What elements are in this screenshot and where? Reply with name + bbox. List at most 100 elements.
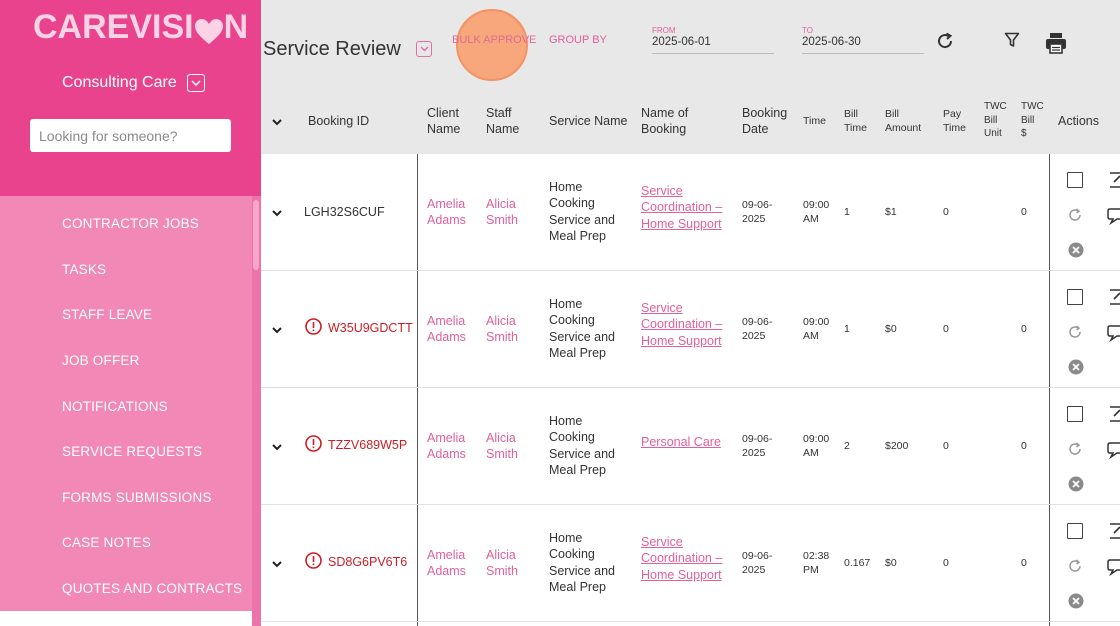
from-date-value[interactable]: 2025-06-01 [652, 36, 711, 48]
text-line: Coordination – [641, 200, 723, 215]
booking-name-link[interactable]: Service Coordination – Home Support [641, 534, 722, 583]
column-divider [417, 154, 418, 626]
column-header-name-of-booking[interactable]: Name of Booking [641, 105, 688, 137]
header-line: Booking [641, 122, 687, 136]
name-line: Alicia [486, 314, 516, 328]
staff-name[interactable]: Alicia Smith [486, 547, 518, 580]
sidebar-item-quotes-and-contracts[interactable]: QUOTES AND CONTRACTS [0, 566, 252, 612]
client-name[interactable]: Amelia Adams [427, 196, 466, 229]
chevron-down-icon[interactable] [271, 115, 283, 127]
edit-icon[interactable] [1109, 522, 1120, 540]
header-line: $ [1021, 128, 1027, 139]
column-header-booking-date[interactable]: Booking Date [742, 105, 787, 137]
column-header-pay-time[interactable]: Pay Time [943, 107, 966, 135]
booking-name-link[interactable]: Personal Care [641, 434, 721, 450]
organization-select[interactable]: Consulting Care [62, 74, 205, 92]
column-header-bill-amount[interactable]: Bill Amount [885, 107, 921, 135]
refresh-icon[interactable] [1068, 559, 1082, 573]
reject-icon[interactable] [1068, 242, 1084, 258]
chevron-down-icon[interactable] [271, 557, 283, 569]
sidebar-scrollbar-thumb[interactable] [253, 200, 259, 270]
select-checkbox[interactable] [1067, 406, 1083, 422]
comment-icon[interactable] [1107, 324, 1120, 342]
sidebar-item-job-offer[interactable]: JOB OFFER [0, 338, 252, 384]
chevron-down-icon[interactable] [186, 74, 205, 92]
pay-time: 0 [943, 206, 949, 218]
sidebar-item-case-notes[interactable]: CASE NOTES [0, 520, 252, 566]
sidebar-item-label: QUOTES AND CONTRACTS [62, 581, 243, 597]
sidebar-item-tasks[interactable]: TASKS [0, 247, 252, 293]
refresh-icon[interactable] [1068, 208, 1082, 222]
select-checkbox[interactable] [1067, 289, 1083, 305]
staff-name[interactable]: Alicia Smith [486, 196, 518, 229]
header-line: Staff [486, 106, 512, 120]
column-header-service-name[interactable]: Service Name [549, 114, 628, 128]
table-row[interactable]: SD8G6PV6T6 Amelia Adams Alicia Smith Home C… [261, 505, 1120, 622]
table-row[interactable]: LGH32S6CUF Amelia Adams Alicia Smith Home C… [261, 154, 1120, 271]
select-checkbox[interactable] [1067, 523, 1083, 539]
column-header-twc-bill[interactable]: TWC Bill $ [1021, 100, 1044, 141]
sidebar-item-label: CONTRACTOR JOBS [62, 216, 200, 232]
refresh-icon[interactable] [1068, 442, 1082, 456]
sidebar-active-item[interactable] [0, 611, 252, 626]
booking-name-link[interactable]: Service Coordination – Home Support [641, 183, 722, 232]
reject-icon[interactable] [1068, 593, 1084, 609]
sidebar-item-service-requests[interactable]: SERVICE REQUESTS [0, 429, 252, 475]
sidebar-item-forms-submissions[interactable]: FORMS SUBMISSIONS [0, 475, 252, 521]
client-name[interactable]: Amelia Adams [427, 430, 466, 463]
sidebar-item-notifications[interactable]: NOTIFICATIONS [0, 383, 252, 429]
table-row[interactable]: W35U9GDCTT Amelia Adams Alicia Smith Home C… [261, 271, 1120, 388]
column-header-client-name[interactable]: Client Name [427, 105, 460, 137]
staff-name[interactable]: Alicia Smith [486, 430, 518, 463]
group-by-button[interactable]: GROUP BY [549, 34, 607, 46]
to-date-field[interactable]: TO 2025-06-30 [802, 26, 924, 54]
edit-icon[interactable] [1109, 405, 1120, 423]
comment-icon[interactable] [1107, 441, 1120, 459]
edit-icon[interactable] [1109, 288, 1120, 306]
client-name[interactable]: Amelia Adams [427, 313, 466, 346]
search-input[interactable] [30, 119, 231, 152]
checkbox-box [1067, 523, 1083, 539]
from-date-field[interactable]: FROM 2025-06-01 [652, 26, 774, 54]
bulk-approve-button[interactable]: BULK APPROVE [452, 34, 537, 46]
header-line: TWC [984, 101, 1007, 112]
column-header-time[interactable]: Time [803, 115, 826, 127]
booking-id[interactable]: W35U9GDCTT [328, 321, 413, 335]
table-row[interactable]: TZZV689W5P Amelia Adams Alicia Smith Home C… [261, 388, 1120, 505]
sidebar-scrollbar-track[interactable] [252, 196, 261, 626]
reject-icon[interactable] [1068, 359, 1084, 375]
header-line: Bill [984, 114, 998, 126]
comment-icon[interactable] [1107, 558, 1120, 576]
column-header-twc-bill-unit[interactable]: TWC Bill Unit [984, 100, 1007, 141]
click-highlight [456, 9, 528, 81]
sidebar-item-contractor-jobs[interactable]: CONTRACTOR JOBS [0, 201, 252, 247]
booking-name-link[interactable]: Service Coordination – Home Support [641, 300, 722, 349]
booking-id[interactable]: TZZV689W5P [328, 438, 408, 452]
app-logo[interactable]: CAREVISI N [33, 8, 248, 47]
chevron-down-icon[interactable] [271, 440, 283, 452]
service-name: Home Cooking Service and Meal Prep [549, 179, 615, 244]
to-date-value[interactable]: 2025-06-30 [802, 36, 861, 48]
printer-icon[interactable] [1044, 31, 1068, 55]
staff-name[interactable]: Alicia Smith [486, 313, 518, 346]
edit-icon[interactable] [1109, 171, 1120, 189]
chevron-down-icon[interactable] [271, 206, 283, 218]
reject-icon[interactable] [1068, 476, 1084, 492]
column-header-bill-time[interactable]: Bill Time [844, 107, 867, 135]
sidebar-item-staff-leave[interactable]: STAFF LEAVE [0, 292, 252, 338]
chevron-down-icon[interactable] [416, 41, 432, 57]
chevron-down-icon[interactable] [271, 323, 283, 335]
name-line: Smith [486, 564, 518, 579]
error-icon [305, 318, 322, 335]
booking-id[interactable]: SD8G6PV6T6 [328, 555, 408, 569]
bill-time: 1 [844, 206, 850, 218]
filter-icon[interactable] [1004, 32, 1020, 48]
select-checkbox[interactable] [1067, 172, 1083, 188]
booking-id[interactable]: LGH32S6CUF [304, 205, 385, 219]
refresh-icon[interactable] [1068, 325, 1082, 339]
refresh-icon[interactable] [936, 32, 954, 50]
client-name[interactable]: Amelia Adams [427, 547, 466, 580]
column-header-booking-id[interactable]: Booking ID [308, 114, 370, 128]
column-header-staff-name[interactable]: Staff Name [486, 105, 519, 137]
comment-icon[interactable] [1107, 207, 1120, 225]
